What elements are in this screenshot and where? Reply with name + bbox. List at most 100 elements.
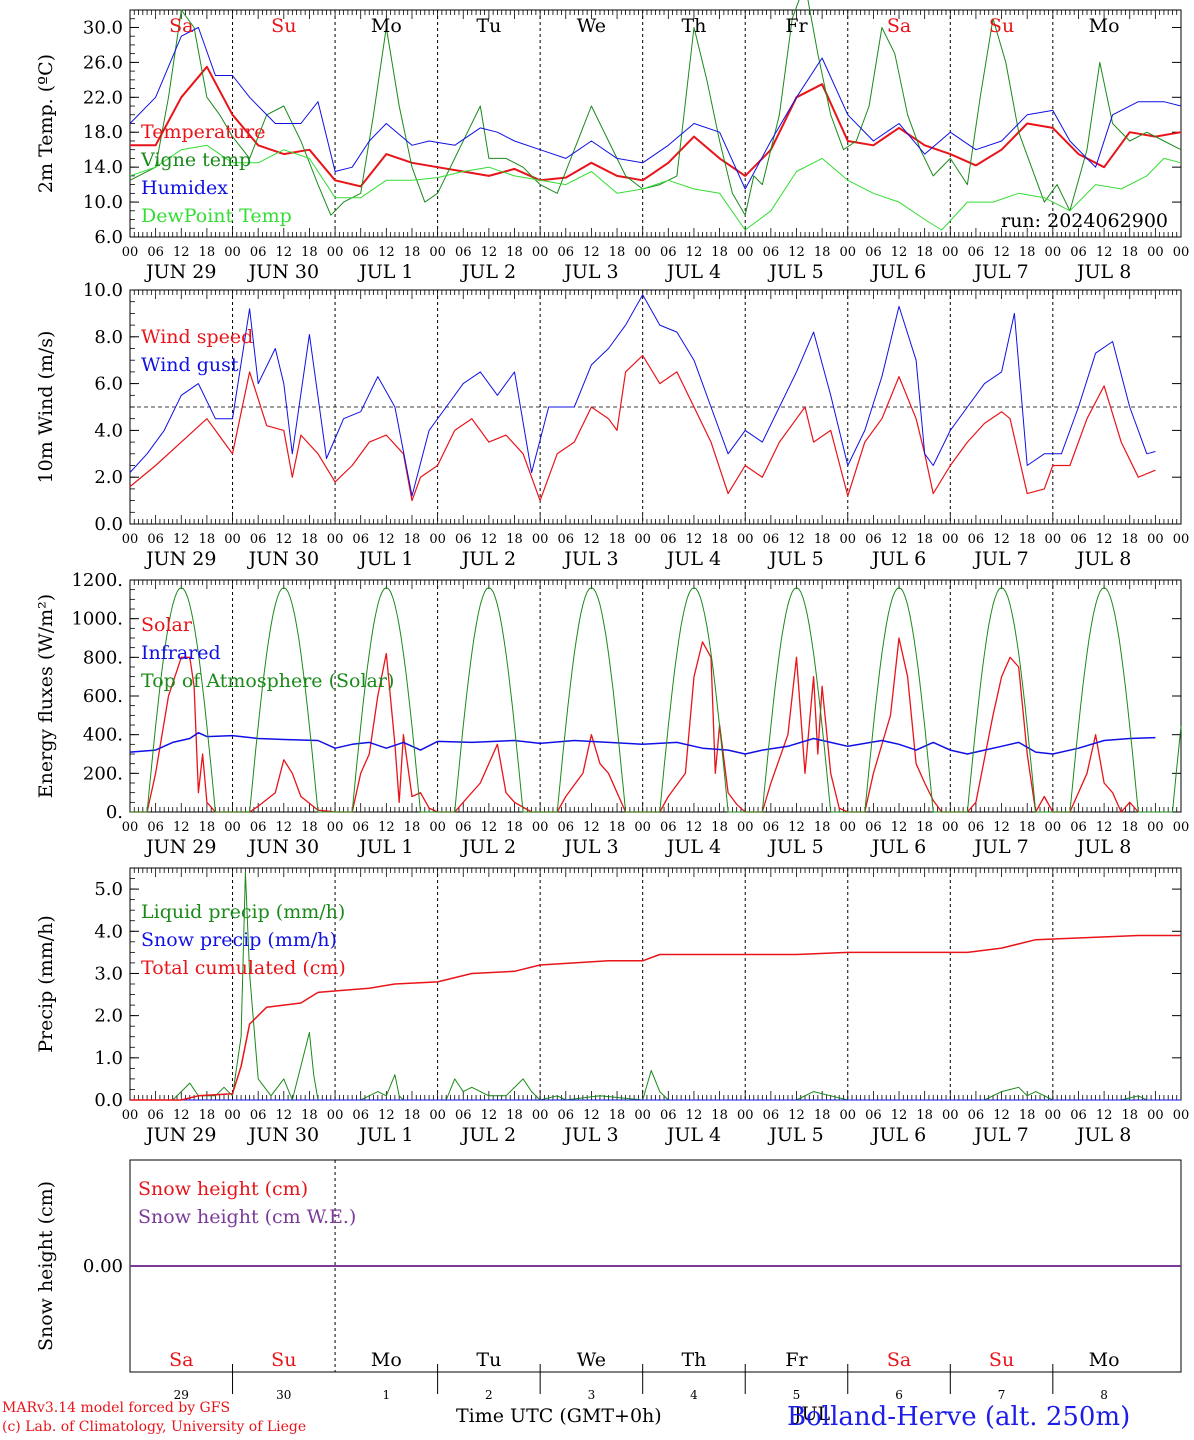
hour-tick-label: 00: [224, 1108, 241, 1123]
hour-tick-label: 00: [1173, 820, 1190, 835]
hour-tick-label: 00: [122, 532, 139, 547]
hour-tick-label: 12: [891, 245, 908, 260]
date-label: JUL 1: [357, 1124, 413, 1146]
date-label: JUN 30: [247, 261, 319, 283]
hour-tick-label: 00: [1045, 245, 1062, 260]
date-label: JUN 30: [247, 836, 319, 858]
panel-frame: [129, 579, 1182, 813]
date-label: JUL 8: [1075, 1124, 1131, 1146]
hour-tick-label: 12: [891, 532, 908, 547]
hour-tick-label: 12: [993, 245, 1010, 260]
hour-tick-label: 18: [199, 1108, 216, 1123]
hour-tick-label: 18: [199, 245, 216, 260]
hour-tick-label: 12: [686, 1108, 703, 1123]
weekday-label: Sa: [169, 15, 193, 37]
hour-tick-label: 00: [532, 1108, 549, 1123]
hour-tick-label: 18: [609, 245, 626, 260]
legend-entry: Liquid precip (mm/h): [141, 901, 345, 923]
y-tick-label: 26.0: [83, 52, 123, 73]
hour-tick-label: 06: [455, 820, 472, 835]
hour-tick-label: 00: [1173, 245, 1190, 260]
hour-tick-label: 12: [378, 245, 395, 260]
hour-tick-label: 12: [1096, 1108, 1113, 1123]
y-tick-label: 3.0: [94, 963, 123, 984]
hour-tick-label: 00: [327, 245, 344, 260]
date-label: JUN 30: [247, 548, 319, 570]
hour-tick-label: 00: [839, 532, 856, 547]
hour-tick-label: 00: [429, 245, 446, 260]
y-tick-label: 30.0: [83, 17, 123, 38]
hour-tick-label: 00: [224, 532, 241, 547]
date-label: JUL 1: [357, 261, 413, 283]
panel-3: Energy fluxes (W/m²): [35, 579, 1182, 813]
hour-tick-label: 00: [327, 1108, 344, 1123]
date-label: JUL 3: [562, 836, 618, 858]
date-label: JUL 6: [870, 548, 926, 570]
series-line: [129, 354, 1156, 502]
credit-line: (c) Lab. of Climatology, University of L…: [2, 1419, 307, 1435]
hour-tick-label: 06: [558, 1108, 575, 1123]
model-line: MARv3.14 model forced by GFS: [2, 1400, 231, 1416]
series-line: [130, 587, 1182, 813]
hour-tick-label: 18: [1121, 820, 1138, 835]
weekday-label: Su: [271, 15, 296, 37]
hour-tick-label: 12: [891, 1108, 908, 1123]
weekday-label: Sa: [887, 15, 911, 37]
y-tick-label: 400.: [83, 725, 123, 746]
hour-tick-label: 00: [429, 532, 446, 547]
date-label: JUN 29: [144, 548, 216, 570]
hour-tick-label: 12: [481, 1108, 498, 1123]
legend-entry: Wind gust: [141, 354, 239, 376]
hour-tick-label: 00: [532, 245, 549, 260]
hour-tick-label: 12: [173, 820, 190, 835]
hour-tick-label: 06: [865, 1108, 882, 1123]
hour-tick-label: 18: [711, 245, 728, 260]
date-label: JUL 7: [972, 1124, 1028, 1146]
y-axis-title: Energy fluxes (W/m²): [35, 594, 57, 798]
hour-tick-label: 00: [737, 245, 754, 260]
y-tick-label: 18.0: [83, 122, 123, 143]
y-tick-label: 600.: [83, 686, 123, 707]
weekday-label: Th: [681, 1349, 706, 1371]
day-number: 2: [485, 1388, 493, 1402]
hour-tick-label: 00: [634, 532, 651, 547]
legend-entry: Snow height (cm W.E.): [138, 1206, 356, 1228]
y-tick-label: 1.0: [94, 1048, 123, 1069]
run-label: run: 2024062900: [1001, 210, 1168, 232]
hour-tick-label: 18: [916, 1108, 933, 1123]
day-number: 6: [895, 1388, 903, 1402]
day-number: 7: [998, 1388, 1006, 1402]
hour-tick-label: 18: [609, 532, 626, 547]
weekday-label: Su: [271, 1349, 296, 1371]
series-line: [130, 65, 1182, 188]
hour-tick-label: 06: [660, 532, 677, 547]
y-tick-label: 4.0: [94, 921, 123, 942]
hour-tick-label: 06: [1070, 1108, 1087, 1123]
y-axis-title: 2m Temp. (ºC): [35, 54, 57, 193]
date-label: JUL 6: [870, 1124, 926, 1146]
y-tick-label: 22.0: [83, 87, 123, 108]
legend-entry: Temperature: [141, 121, 265, 143]
date-label: JUL 6: [870, 261, 926, 283]
hour-tick-label: 06: [1070, 245, 1087, 260]
hour-tick-label: 00: [1045, 532, 1062, 547]
date-label: JUL 1: [357, 836, 413, 858]
hour-tick-label: 18: [301, 1108, 318, 1123]
hour-tick-label: 06: [763, 1108, 780, 1123]
hour-tick-label: 00: [122, 245, 139, 260]
hour-tick-label: 00: [839, 820, 856, 835]
day-number: 8: [1100, 1388, 1108, 1402]
date-label: JUL 2: [460, 1124, 516, 1146]
date-label: JUN 29: [144, 836, 216, 858]
hour-tick-label: 06: [250, 245, 267, 260]
day-number: 4: [690, 1388, 698, 1402]
y-axis-title: Precip (mm/h): [35, 915, 57, 1053]
hour-tick-label: 18: [301, 245, 318, 260]
y-tick-label: 2.0: [94, 1006, 123, 1027]
hour-tick-label: 18: [301, 532, 318, 547]
y-tick-label: 6.0: [94, 227, 123, 248]
date-label: JUL 6: [870, 836, 926, 858]
hour-tick-label: 00: [429, 1108, 446, 1123]
date-label: JUL 2: [460, 548, 516, 570]
hour-tick-label: 12: [583, 532, 600, 547]
